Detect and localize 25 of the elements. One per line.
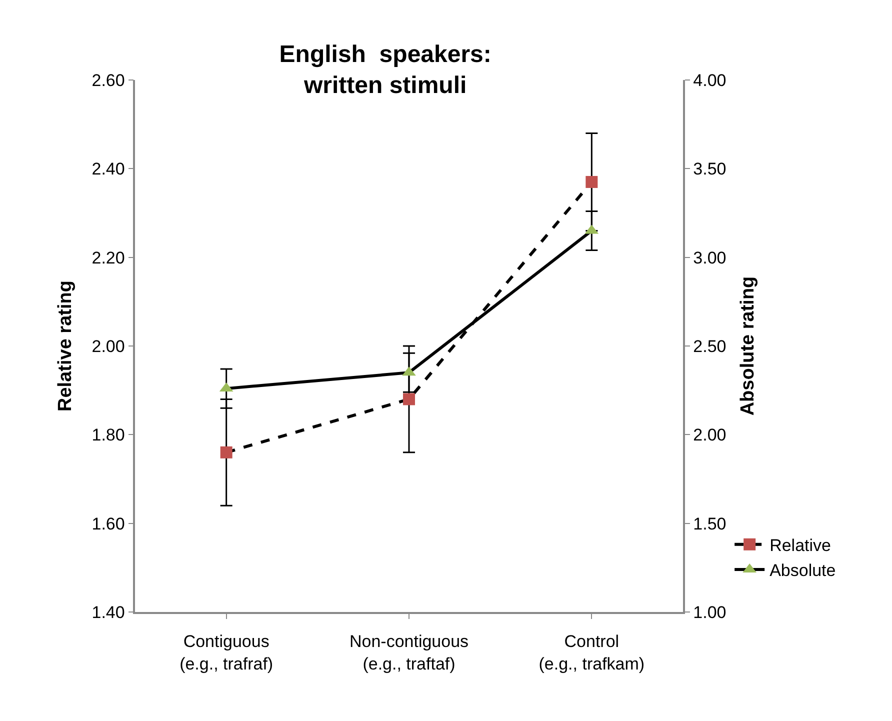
y2-tick-label: 4.00 [693,70,726,90]
x-tick-label: Non-contiguous (e.g., traftaf) [349,632,469,674]
x-tick-label: Contiguous (e.g., trafraf) [180,632,274,674]
y2-tick-label: 2.00 [693,426,726,445]
y-tick-label: 2.40 [92,160,125,179]
y2-axis-title: Absolute rating [738,276,759,416]
y2-tick-label: 3.50 [693,160,726,179]
chart-title: English speakers: written stimuli [279,41,492,100]
y2-tick-label: 3.00 [693,248,726,268]
y-axis-title: Relative rating [55,280,76,412]
y-tick-label: 1.60 [92,514,125,534]
y-tick-label: 2.60 [92,70,125,90]
point [403,393,415,406]
y2-tick-label: 1.00 [693,602,726,622]
y2-tick-label: 1.50 [693,514,726,534]
y-tick-label: 1.80 [92,426,125,445]
y-tick-label: 2.00 [92,336,125,356]
y2-tick-label: 2.50 [693,336,726,356]
legend-label: Absolute [770,561,836,580]
y-tick-label: 2.20 [92,248,125,268]
y-tick-label: 1.40 [92,602,125,622]
point [586,176,598,188]
point [220,446,232,458]
x-tick-label: Control (e.g., trafkam) [538,632,645,674]
legend-label: Relative [770,536,831,556]
